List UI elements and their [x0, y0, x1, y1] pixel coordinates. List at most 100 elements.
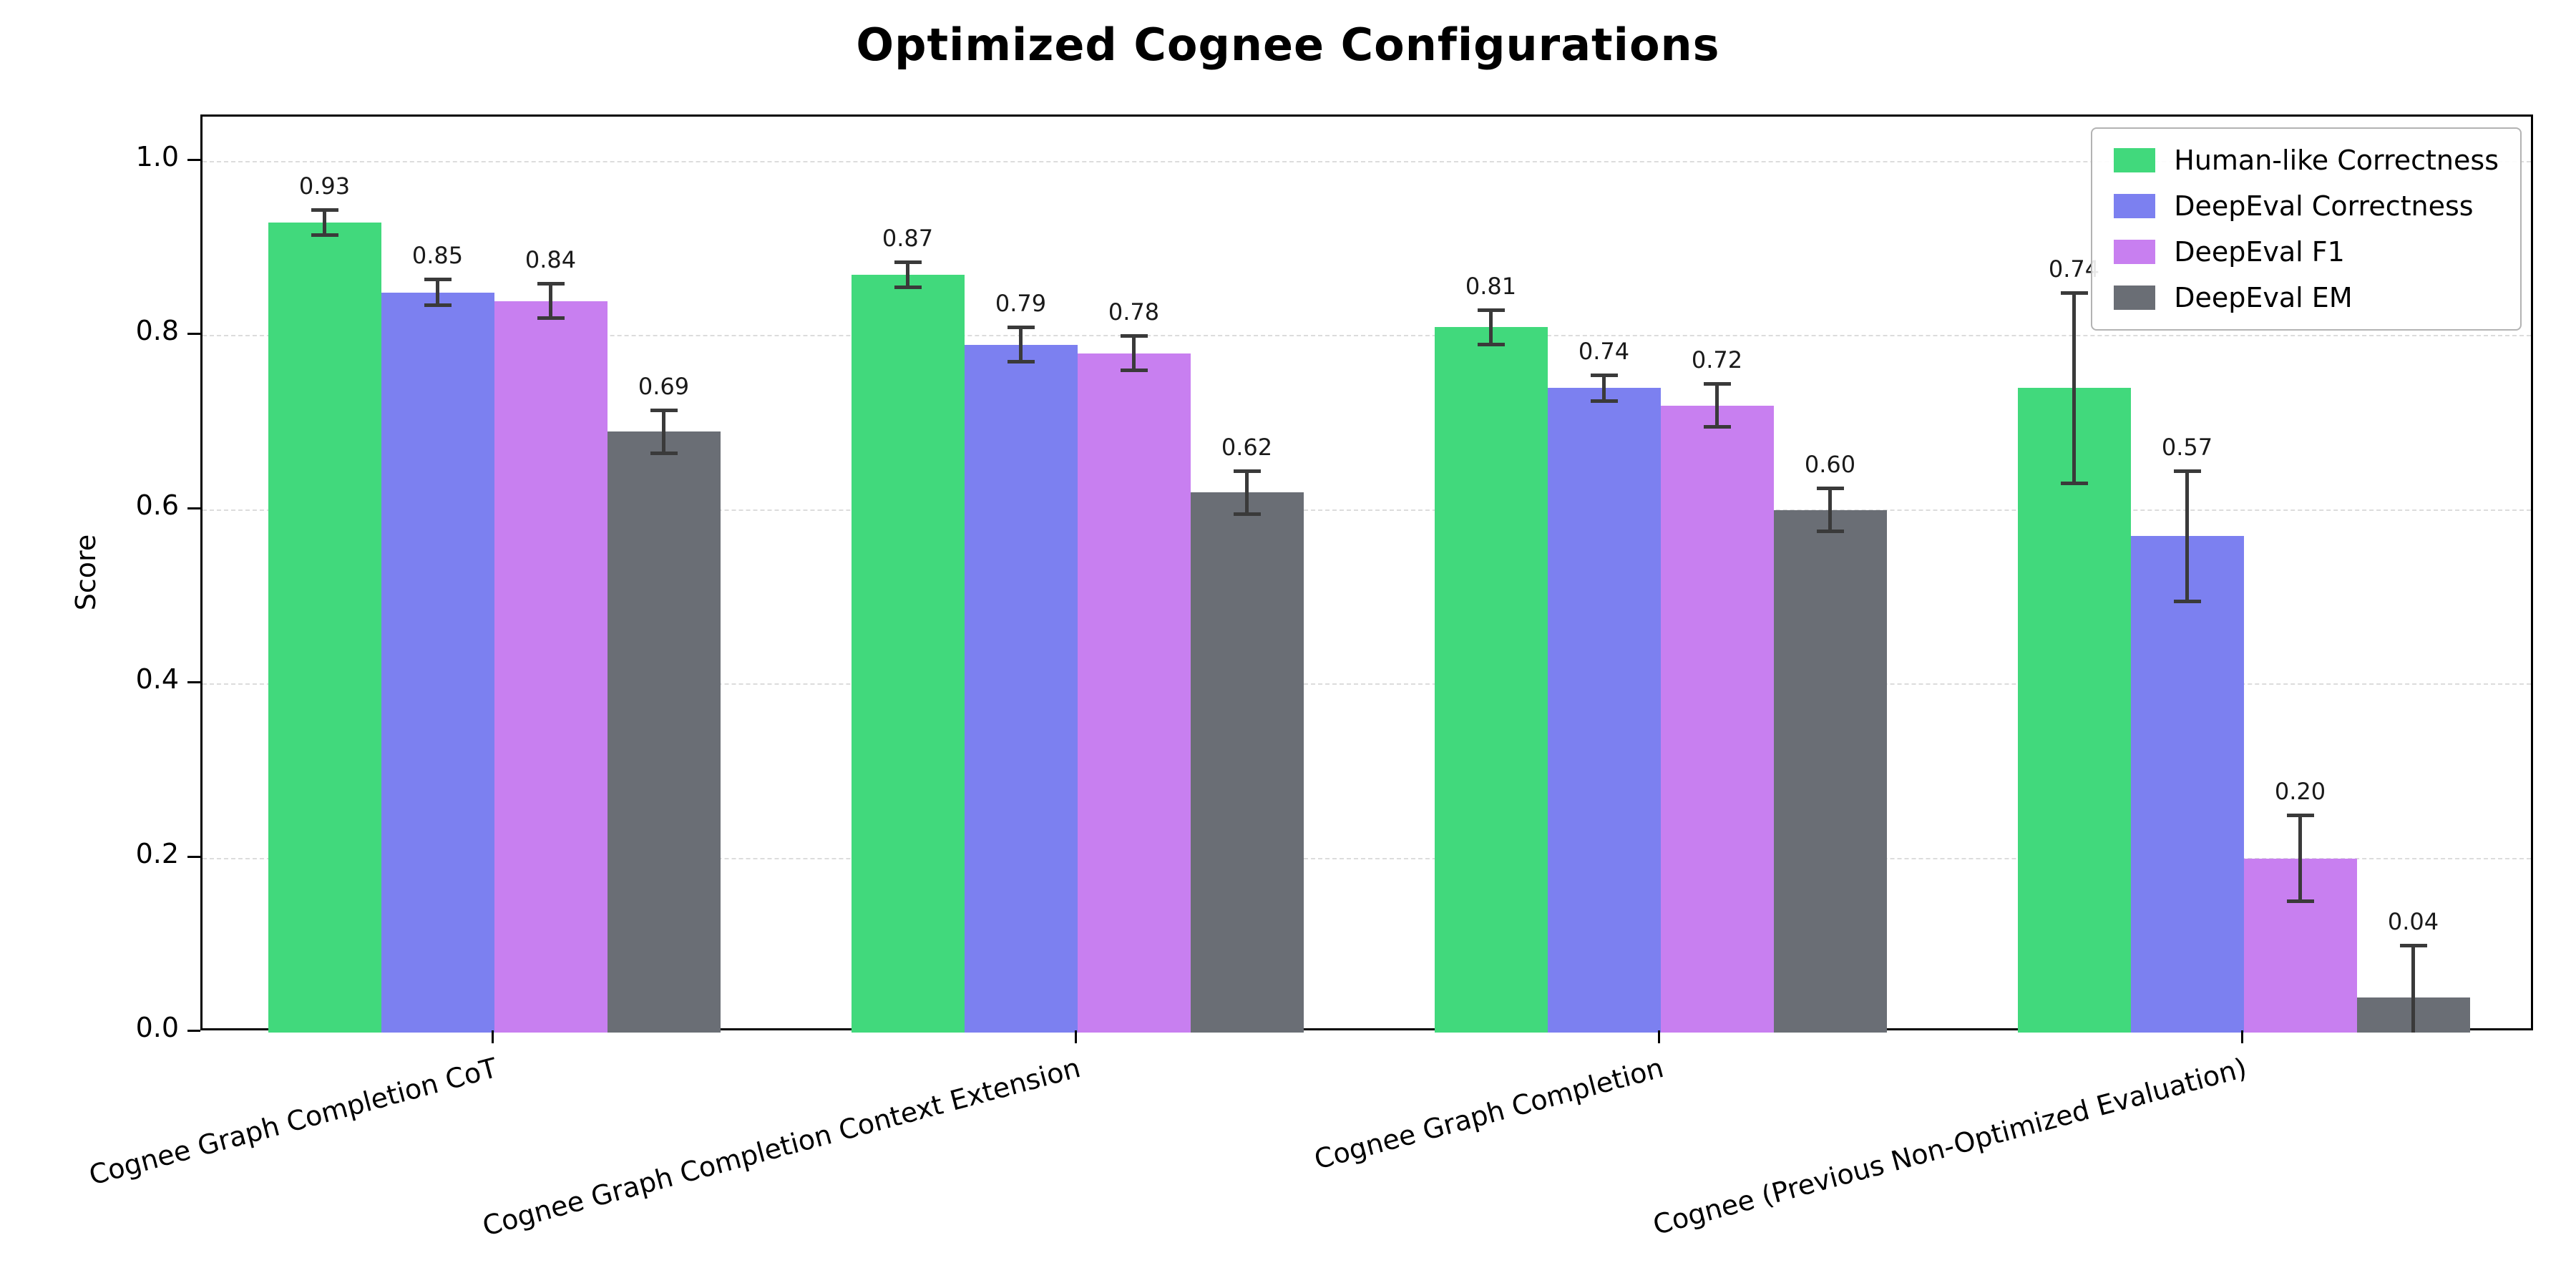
y-tick-mark: [187, 681, 200, 684]
error-bar-line: [1245, 471, 1249, 514]
legend-label: DeepEval Correctness: [2174, 190, 2474, 222]
error-bar-cap: [1007, 359, 1035, 364]
error-bar-line: [2298, 814, 2302, 902]
error-bar-cap: [2399, 944, 2427, 948]
bar: [1547, 388, 1661, 1033]
error-bar-cap: [2286, 899, 2314, 904]
error-bar-cap: [894, 260, 922, 264]
error-bar-cap: [1816, 530, 1844, 534]
bar-value-label: 0.81: [1465, 272, 1517, 300]
x-tick-mark: [1074, 1030, 1077, 1043]
bar-value-label: 0.87: [882, 224, 934, 252]
bar: [1434, 327, 1548, 1033]
error-bar-cap: [2173, 599, 2201, 603]
error-bar-cap: [424, 278, 452, 282]
y-tick-label: 0.4: [135, 663, 179, 696]
legend-item: Human-like Correctness: [2114, 145, 2499, 176]
gridline: [203, 683, 2531, 686]
bar: [964, 344, 1078, 1033]
legend-swatch: [2114, 194, 2156, 218]
bar-value-label: 0.20: [2274, 777, 2326, 805]
legend-label: DeepEval EM: [2174, 282, 2353, 313]
error-bar-line: [1602, 375, 1606, 401]
bar: [1190, 492, 1304, 1033]
y-tick-label: 0.2: [135, 837, 179, 869]
error-bar-line: [2185, 471, 2189, 602]
x-tick-mark: [1657, 1030, 1660, 1043]
bar-value-label: 0.93: [298, 172, 351, 200]
error-bar-cap: [1590, 374, 1618, 378]
y-tick-mark: [187, 1030, 200, 1032]
y-tick-mark: [187, 333, 200, 336]
error-bar-cap: [650, 408, 678, 412]
error-bar-line: [2072, 292, 2076, 484]
bar-value-label: 0.85: [411, 242, 464, 270]
y-tick-label: 0.6: [135, 489, 179, 521]
error-bar-cap: [537, 282, 565, 286]
legend-swatch: [2114, 286, 2156, 310]
y-tick-mark: [187, 159, 200, 161]
bar-value-label: 0.04: [2387, 908, 2439, 936]
error-bar-line: [1132, 336, 1136, 371]
error-bar-cap: [1703, 382, 1731, 386]
bar: [1773, 509, 1887, 1033]
bar-value-label: 0.60: [1804, 451, 1856, 479]
error-bar-line: [323, 209, 326, 236]
error-bar-line: [1019, 327, 1023, 362]
y-tick-mark: [187, 507, 200, 509]
bar-value-label: 0.79: [995, 290, 1047, 318]
error-bar-cap: [1703, 425, 1731, 429]
x-tick-mark: [491, 1030, 494, 1043]
gridline: [203, 509, 2531, 511]
error-bar-line: [549, 283, 552, 319]
y-tick-label: 0.8: [135, 315, 179, 347]
error-bar-cap: [2173, 469, 2201, 474]
bar-value-label: 0.78: [1108, 298, 1160, 326]
bar: [851, 275, 965, 1033]
bar-value-label: 0.84: [525, 246, 577, 274]
y-tick-label: 0.0: [135, 1012, 179, 1043]
y-axis-label: Score: [70, 534, 102, 611]
error-bar-cap: [1233, 512, 1261, 516]
error-bar-line: [1715, 384, 1719, 428]
bar-value-label: 0.62: [1221, 434, 1273, 462]
error-bar-cap: [311, 208, 338, 212]
bar: [2130, 536, 2244, 1033]
gridline: [203, 161, 2531, 162]
error-bar-cap: [424, 303, 452, 307]
error-bar-line: [1489, 309, 1493, 345]
legend-item: DeepEval F1: [2114, 236, 2499, 268]
legend-swatch: [2114, 240, 2156, 264]
bar-value-label: 0.72: [1691, 346, 1743, 374]
error-bar-cap: [2060, 291, 2088, 295]
chart-title: Optimized Cognee Configurations: [856, 19, 1720, 71]
bar: [2017, 388, 2131, 1033]
error-bar-cap: [1233, 469, 1261, 474]
bar: [1077, 353, 1191, 1033]
legend-item: DeepEval Correctness: [2114, 190, 2499, 222]
legend-label: DeepEval F1: [2174, 236, 2345, 268]
error-bar-cap: [650, 451, 678, 455]
error-bar-cap: [1120, 334, 1148, 338]
legend: Human-like Correctness DeepEval Correctne…: [2091, 127, 2522, 331]
bar: [381, 292, 494, 1033]
gridline: [203, 857, 2531, 859]
gridline: [203, 335, 2531, 337]
error-bar-cap: [1590, 399, 1618, 403]
error-bar-line: [662, 409, 665, 454]
bar-value-label: 0.74: [1578, 338, 1630, 366]
y-tick-label: 1.0: [135, 141, 179, 172]
y-tick-mark: [187, 855, 200, 858]
legend-label: Human-like Correctness: [2174, 145, 2499, 176]
bar: [494, 301, 608, 1033]
legend-swatch: [2114, 148, 2156, 172]
bar: [268, 223, 381, 1033]
error-bar-cap: [2286, 813, 2314, 817]
error-bar-line: [436, 279, 439, 306]
error-bar-line: [906, 261, 909, 288]
error-bar-cap: [311, 233, 338, 238]
error-bar-cap: [537, 316, 565, 321]
error-bar-cap: [2060, 482, 2088, 486]
error-bar-cap: [1816, 487, 1844, 491]
